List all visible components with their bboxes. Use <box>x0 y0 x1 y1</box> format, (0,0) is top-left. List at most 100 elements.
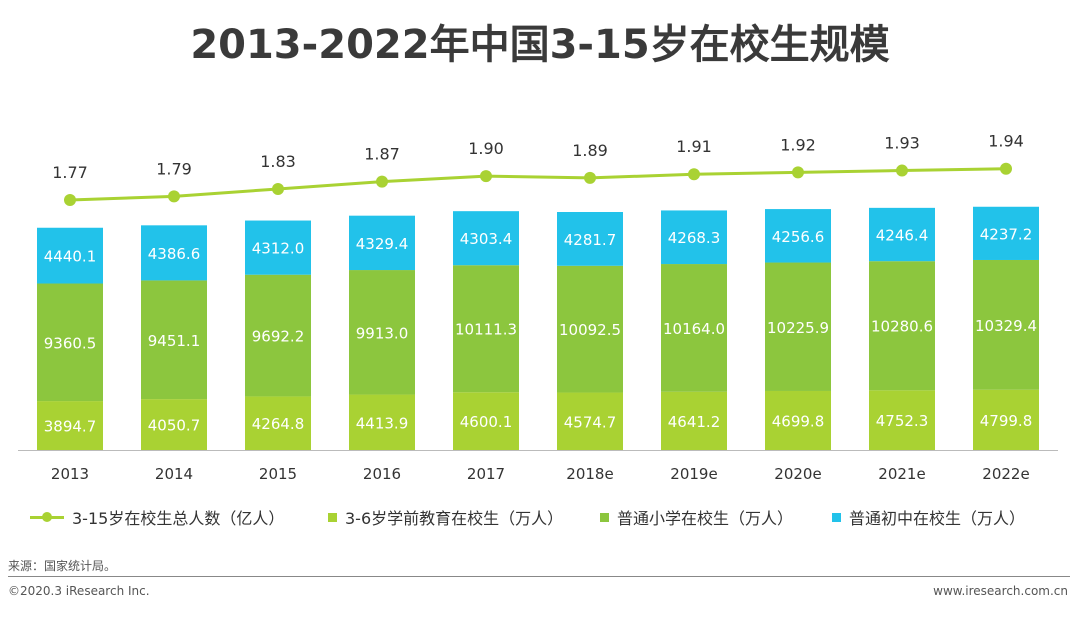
bar-junior-2015[interactable] <box>245 220 311 275</box>
legend-item-total: 3-15岁在校生总人数（亿人） <box>30 505 284 529</box>
data-label-preschool-2013: 3894.7 <box>44 418 97 436</box>
data-label-preschool-2022e: 4799.8 <box>980 412 1033 430</box>
x-tick-label-2022e: 2022e <box>982 465 1029 483</box>
x-tick-label-2017: 2017 <box>467 465 505 483</box>
bar-junior-2013[interactable] <box>37 227 103 284</box>
data-label-junior-2014: 4386.6 <box>148 245 201 263</box>
legend-label-preschool: 3-6岁学前教育在校生（万人） <box>345 509 564 528</box>
bar-junior-2017[interactable] <box>453 211 519 266</box>
bar-junior-2016[interactable] <box>349 215 415 271</box>
data-label-primary-2021e: 10280.6 <box>871 318 933 336</box>
legend-item-primary: 普通小学在校生（万人） <box>600 505 793 529</box>
bar-preschool-2022e[interactable] <box>973 389 1039 450</box>
line-marker-icon <box>30 512 64 522</box>
data-label-junior-2020e: 4256.6 <box>772 228 825 246</box>
data-label-total-2020e: 1.92 <box>780 135 816 154</box>
legend-label-total: 3-15岁在校生总人数（亿人） <box>72 509 285 528</box>
legend-label-primary: 普通小学在校生（万人） <box>617 509 794 528</box>
total-point-2022e[interactable] <box>1000 162 1012 175</box>
total-point-2013[interactable] <box>64 194 76 206</box>
bar-primary-2014[interactable] <box>141 280 207 400</box>
data-label-primary-2014: 9451.1 <box>148 332 201 350</box>
bar-preschool-2014[interactable] <box>141 399 207 450</box>
bar-junior-2014[interactable] <box>141 225 207 281</box>
bar-primary-2018e[interactable] <box>557 265 623 393</box>
data-label-junior-2019e: 4268.3 <box>668 229 721 247</box>
total-point-2014[interactable] <box>168 190 180 203</box>
data-label-primary-2022e: 10329.4 <box>975 317 1037 335</box>
data-label-primary-2015: 9692.2 <box>252 328 305 346</box>
data-label-primary-2017: 10111.3 <box>455 321 517 339</box>
total-line-series <box>69 167 1007 202</box>
data-label-junior-2017: 4303.4 <box>460 230 513 248</box>
bar-preschool-2021e[interactable] <box>869 390 935 450</box>
data-label-primary-2019e: 10164.0 <box>663 320 725 338</box>
x-tick-label-2013: 2013 <box>51 465 89 483</box>
data-label-preschool-2018e: 4574.7 <box>564 413 617 431</box>
data-label-total-2018e: 1.89 <box>572 141 608 160</box>
bar-primary-2021e[interactable] <box>869 261 935 391</box>
x-tick-label-2019e: 2019e <box>670 465 717 483</box>
data-label-primary-2016: 9913.0 <box>356 324 409 342</box>
legend-item-preschool: 3-6岁学前教育在校生（万人） <box>328 505 563 529</box>
data-label-total-2014: 1.79 <box>156 159 192 178</box>
data-label-preschool-2014: 4050.7 <box>148 417 201 435</box>
x-tick-label-2020e: 2020e <box>774 465 821 483</box>
square-swatch-icon <box>328 512 337 522</box>
data-label-total-2015: 1.83 <box>260 152 296 171</box>
legend-label-junior: 普通初中在校生（万人） <box>849 509 1026 528</box>
bar-preschool-2015[interactable] <box>245 396 311 450</box>
data-label-total-2021e: 1.93 <box>884 134 920 153</box>
bar-preschool-2020e[interactable] <box>765 390 831 450</box>
data-label-total-2017: 1.90 <box>468 139 504 158</box>
bar-junior-2018e[interactable] <box>557 212 623 266</box>
x-tick-label-2014: 2014 <box>155 465 193 483</box>
footer-divider <box>8 576 1070 577</box>
x-tick-label-2018e: 2018e <box>566 465 613 483</box>
total-point-2017[interactable] <box>480 170 492 183</box>
bar-preschool-2013[interactable] <box>37 401 103 450</box>
bar-preschool-2019e[interactable] <box>661 391 727 450</box>
data-label-total-2019e: 1.91 <box>676 137 712 156</box>
data-label-preschool-2015: 4264.8 <box>252 415 305 433</box>
website-link[interactable]: www.iresearch.com.cn <box>933 584 1068 598</box>
data-label-junior-2021e: 4246.4 <box>876 227 929 245</box>
data-label-junior-2022e: 4237.2 <box>980 225 1033 243</box>
stacked-bar-line-chart: 3894.7 9360.5 4440.1 2013 4050.7 9451.1 4386.6… <box>18 132 1058 483</box>
bar-preschool-2018e[interactable] <box>557 392 623 450</box>
bar-junior-2022e[interactable] <box>973 206 1039 260</box>
x-tick-label-2015: 2015 <box>259 465 297 483</box>
data-label-junior-2018e: 4281.7 <box>564 231 617 249</box>
bar-primary-2015[interactable] <box>245 274 311 397</box>
bar-primary-2017[interactable] <box>453 265 519 393</box>
data-label-total-2013: 1.77 <box>52 163 88 182</box>
total-point-2015[interactable] <box>272 182 284 195</box>
copyright: ©2020.3 iResearch Inc. <box>8 584 150 598</box>
total-point-2020e[interactable] <box>792 166 804 179</box>
bar-junior-2021e[interactable] <box>869 207 935 262</box>
bar-preschool-2016[interactable] <box>349 394 415 450</box>
data-label-total-2016: 1.87 <box>364 145 400 164</box>
bar-primary-2020e[interactable] <box>765 262 831 391</box>
data-label-preschool-2021e: 4752.3 <box>876 412 929 430</box>
bar-primary-2022e[interactable] <box>973 259 1039 390</box>
total-point-2019e[interactable] <box>688 168 700 181</box>
total-point-2016[interactable] <box>376 175 388 188</box>
data-label-total-2022e: 1.94 <box>988 132 1024 151</box>
chart-title: 2013-2022年中国3-15岁在校生规模 <box>190 22 890 68</box>
data-label-primary-2018e: 10092.5 <box>559 321 621 339</box>
bar-primary-2019e[interactable] <box>661 264 727 392</box>
total-point-2018e[interactable] <box>584 171 596 184</box>
bar-primary-2016[interactable] <box>349 270 415 395</box>
data-label-preschool-2016: 4413.9 <box>356 414 409 432</box>
bar-primary-2013[interactable] <box>37 283 103 402</box>
bar-junior-2020e[interactable] <box>765 209 831 263</box>
chart-legend: 3-15岁在校生总人数（亿人） 3-6岁学前教育在校生（万人） 普通小学在校生（… <box>30 505 1070 529</box>
data-label-primary-2020e: 10225.9 <box>767 319 829 337</box>
total-point-2021e[interactable] <box>896 164 908 177</box>
data-label-preschool-2020e: 4699.8 <box>772 412 825 430</box>
bar-junior-2019e[interactable] <box>661 210 727 265</box>
bar-preschool-2017[interactable] <box>453 392 519 450</box>
data-label-primary-2013: 9360.5 <box>44 334 97 352</box>
source-note: 来源：国家统计局。 <box>8 559 117 573</box>
